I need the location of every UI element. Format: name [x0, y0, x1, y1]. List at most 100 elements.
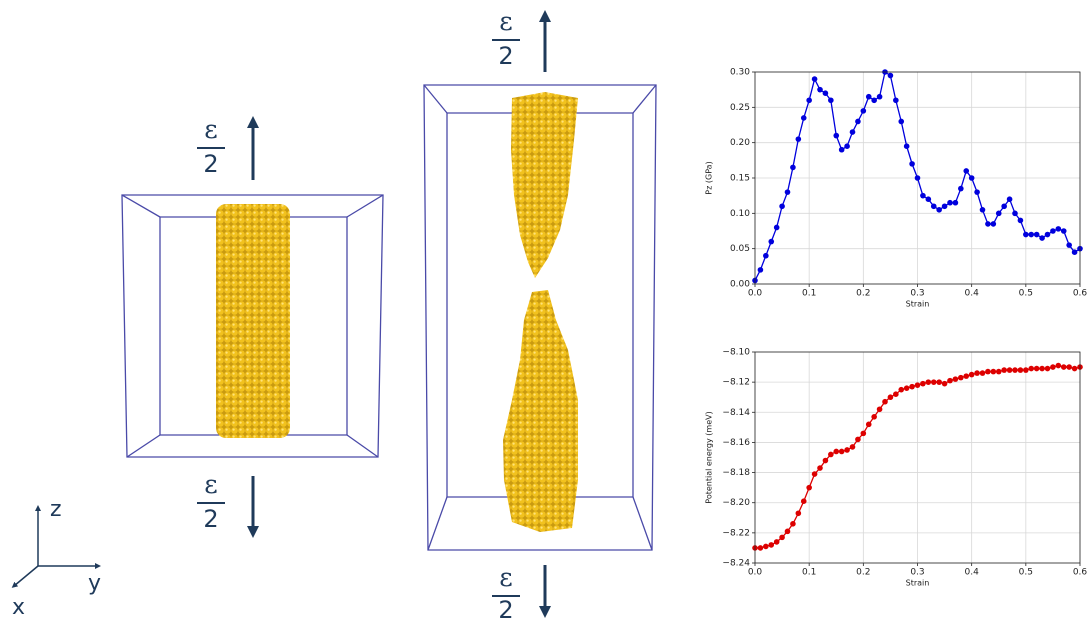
data-point [1039, 366, 1045, 372]
data-point [812, 471, 818, 477]
data-point [1050, 364, 1056, 370]
data-point [947, 378, 953, 384]
nanowire-fragment-top [511, 92, 578, 278]
data-point [763, 544, 769, 550]
x-tick-label: 0.0 [748, 289, 763, 299]
x-tick-label: 0.5 [1019, 289, 1033, 299]
strain-denominator: 2 [498, 42, 513, 70]
data-point [790, 521, 796, 527]
data-point [947, 200, 953, 206]
x-tick-label: 0.4 [965, 568, 980, 578]
data-point [898, 387, 904, 393]
data-point [888, 73, 894, 79]
data-point [790, 165, 796, 171]
data-point [855, 119, 861, 125]
data-point [958, 186, 964, 192]
data-point [758, 545, 764, 551]
data-point [985, 369, 991, 375]
y-axis-label: Pz (GPa) [705, 161, 714, 194]
x-tick-label: 0.1 [802, 568, 816, 578]
x-tick-label: 0.6 [1073, 568, 1088, 578]
data-point [1066, 242, 1072, 248]
x-tick-label: 0.0 [748, 568, 763, 578]
data-point [850, 129, 856, 135]
data-point [1072, 366, 1078, 372]
data-point [1001, 367, 1007, 373]
data-point [1012, 211, 1018, 217]
y-tick-label: 0.10 [730, 209, 750, 219]
data-point [985, 221, 991, 227]
data-point [774, 225, 780, 231]
y-tick-label: 0.05 [730, 244, 750, 254]
data-point [785, 189, 791, 195]
data-point [758, 267, 764, 273]
y-tick-label: 0.25 [730, 103, 750, 113]
x-axis-label: Strain [906, 300, 930, 309]
data-point [996, 369, 1002, 375]
data-point [942, 381, 948, 387]
data-point [779, 535, 785, 541]
data-point [817, 87, 823, 93]
data-point [974, 370, 980, 376]
data-point [768, 542, 774, 548]
data-point [806, 485, 812, 491]
data-point [1039, 235, 1045, 241]
data-point [953, 376, 959, 382]
data-point [926, 379, 932, 385]
y-tick-label: −8.22 [722, 528, 750, 538]
data-point [909, 384, 915, 390]
y-tick-label: −8.24 [722, 559, 750, 569]
data-point [1023, 367, 1029, 373]
nanowire [216, 204, 290, 438]
data-point [1034, 232, 1040, 238]
data-point [861, 108, 867, 114]
axis-x-label: x [12, 595, 25, 619]
axis-y-label: y [88, 571, 101, 596]
y-tick-label: −8.20 [722, 498, 750, 508]
data-point [1056, 226, 1062, 232]
data-point [915, 175, 921, 181]
x-tick-label: 0.1 [802, 289, 816, 299]
data-point [980, 207, 986, 213]
data-point [763, 253, 769, 259]
data-point [839, 449, 845, 455]
strain-denominator: 2 [203, 505, 218, 533]
data-point [823, 90, 829, 96]
data-point [1028, 232, 1034, 238]
data-point [936, 379, 942, 385]
data-point [855, 437, 861, 443]
data-point [1023, 232, 1029, 238]
data-point [871, 414, 877, 420]
data-point [877, 406, 883, 412]
data-point [806, 97, 812, 103]
x-tick-label: 0.6 [1073, 289, 1088, 299]
strain-numerator: ε [204, 115, 217, 145]
data-point [1045, 232, 1051, 238]
data-point [801, 115, 807, 121]
data-point [796, 510, 802, 516]
data-point [877, 94, 883, 100]
strain-numerator: ε [499, 563, 512, 593]
data-point [931, 203, 937, 209]
strain-numerator: ε [499, 7, 512, 37]
data-point [991, 221, 997, 227]
data-point [1061, 228, 1067, 234]
data-point [844, 143, 850, 149]
data-point [926, 196, 932, 202]
data-point [1007, 367, 1013, 373]
data-point [828, 97, 834, 103]
nanowire-fragment-bottom [503, 290, 578, 532]
data-point [1066, 364, 1072, 370]
data-point [866, 94, 872, 100]
data-point [1050, 228, 1056, 234]
data-point [828, 452, 834, 458]
data-point [779, 203, 785, 209]
data-point [785, 529, 791, 535]
data-point [898, 119, 904, 125]
data-point [980, 370, 986, 376]
data-point [1056, 363, 1062, 369]
x-tick-label: 0.4 [965, 289, 980, 299]
x-tick-label: 0.5 [1019, 568, 1033, 578]
data-point [963, 168, 969, 174]
simulation-box-fractured [424, 85, 656, 550]
